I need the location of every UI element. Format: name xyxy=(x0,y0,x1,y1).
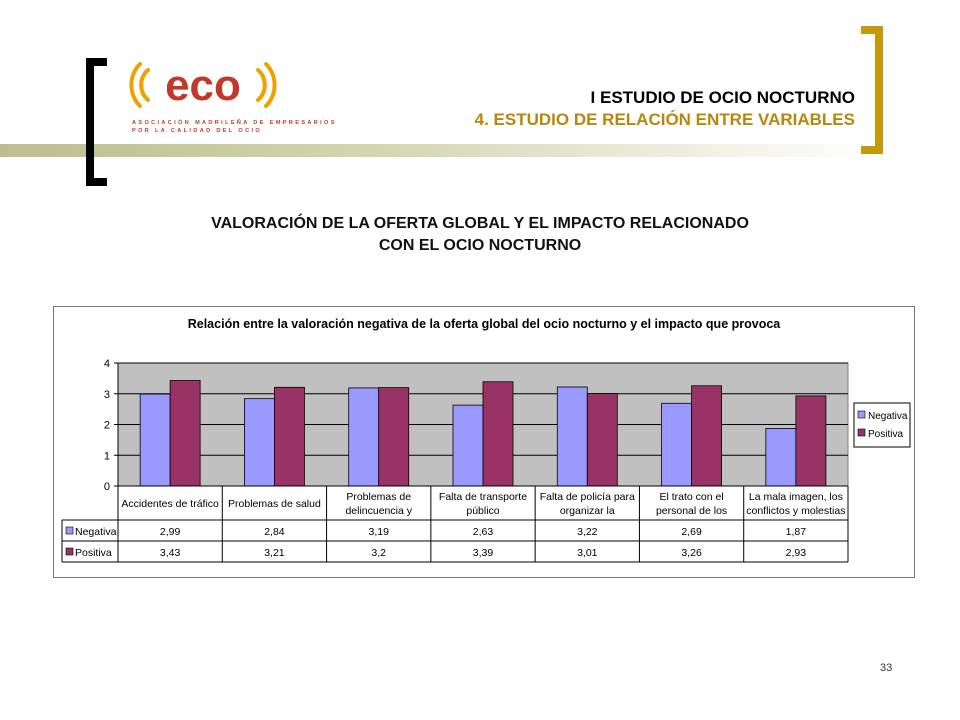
x-category-label: Falta de policía para xyxy=(540,491,635,503)
chart-title: Relación entre la valoración negativa de… xyxy=(187,317,781,331)
table-series-name: Negativa xyxy=(75,526,117,538)
legend-key-positiva xyxy=(857,428,866,437)
table-series-name: Positiva xyxy=(75,547,112,559)
y-tick-label: 2 xyxy=(104,420,110,432)
x-category-label: personal de los xyxy=(656,505,727,517)
data-label: 3,2 xyxy=(371,547,386,559)
table-legend-key xyxy=(65,526,74,535)
legend-key-negativa xyxy=(857,410,866,419)
legend-label: Negativa xyxy=(868,411,908,422)
x-category-label: Problemas de salud xyxy=(228,498,321,510)
bar-negativa xyxy=(348,387,380,487)
right-bracket-decoration xyxy=(861,26,883,154)
data-label: 3,01 xyxy=(577,547,598,559)
data-label: 2,69 xyxy=(681,526,702,538)
logo-text: eco xyxy=(165,61,241,110)
bar-negativa xyxy=(661,402,692,487)
header-divider-bar xyxy=(0,144,880,157)
y-tick-label: 1 xyxy=(104,450,110,462)
y-tick-label: 4 xyxy=(104,358,110,370)
bar-positiva xyxy=(378,387,410,487)
data-label: 3,19 xyxy=(368,526,389,538)
page-title-line-2: CON EL OCIO NOCTURNO xyxy=(378,237,582,254)
logo-tagline-2: POR LA CALIDAD DEL OCIO xyxy=(132,128,263,134)
x-category-label: organizar la xyxy=(560,505,615,517)
header-subtitle: 4. ESTUDIO DE RELACIÓN ENTRE VARIABLES xyxy=(474,110,855,129)
legend-box xyxy=(853,402,911,448)
left-bracket-decoration xyxy=(86,58,107,186)
bar-negativa xyxy=(139,393,171,487)
page-title-line-1: VALORACIÓN DE LA OFERTA GLOBAL Y EL IMPA… xyxy=(211,215,749,232)
eco-logo: eco xyxy=(129,61,277,110)
bar-positiva xyxy=(586,393,618,487)
data-label: 3,21 xyxy=(264,547,285,559)
bar-positiva xyxy=(169,380,201,487)
legend-label: Positiva xyxy=(868,429,903,440)
bar-negativa xyxy=(244,398,275,487)
page-number: 33 xyxy=(880,662,893,674)
bar-negativa xyxy=(452,404,484,487)
bar-positiva xyxy=(274,386,305,487)
x-category-label: delincuencia y xyxy=(345,505,412,517)
data-label: 2,93 xyxy=(786,547,807,559)
table-legend-key xyxy=(65,547,74,556)
data-label: 3,26 xyxy=(681,547,702,559)
y-tick-label: 3 xyxy=(104,389,110,401)
bar-positiva xyxy=(795,395,827,487)
data-label: 2,99 xyxy=(160,526,181,538)
data-label: 1,87 xyxy=(786,526,807,538)
data-label: 3,39 xyxy=(473,547,494,559)
bar-positiva xyxy=(482,381,514,487)
data-label: 2,84 xyxy=(264,526,285,538)
bar-positiva xyxy=(691,385,722,487)
data-label: 2,63 xyxy=(473,526,494,538)
x-category-label: público xyxy=(466,505,499,517)
x-category-label: La mala imagen, los xyxy=(749,491,843,503)
chart-container: Relación entre la valoración negativa de… xyxy=(53,306,915,578)
y-tick-label: 0 xyxy=(104,481,110,493)
x-category-label: Accidentes de tráfico xyxy=(121,498,219,510)
x-category-label: conflictos y molestias xyxy=(746,505,845,517)
logo-tagline-1: ASOCIACIÓN MADRILEÑA DE EMPRESARIOS xyxy=(132,120,337,126)
data-label: 3,22 xyxy=(577,526,598,538)
x-category-label: Falta de transporte xyxy=(439,491,527,503)
bar-negativa xyxy=(765,428,797,487)
x-category-label: Problemas de xyxy=(346,491,411,503)
data-label: 3,43 xyxy=(160,547,181,559)
bar-negativa xyxy=(556,386,588,487)
header-title: I ESTUDIO DE OCIO NOCTURNO xyxy=(590,88,855,107)
x-category-label: El trato con el xyxy=(659,491,723,503)
bar-chart: 0 1 2 3 4 Accidentes de tráfico Problemas de s… xyxy=(61,358,911,563)
